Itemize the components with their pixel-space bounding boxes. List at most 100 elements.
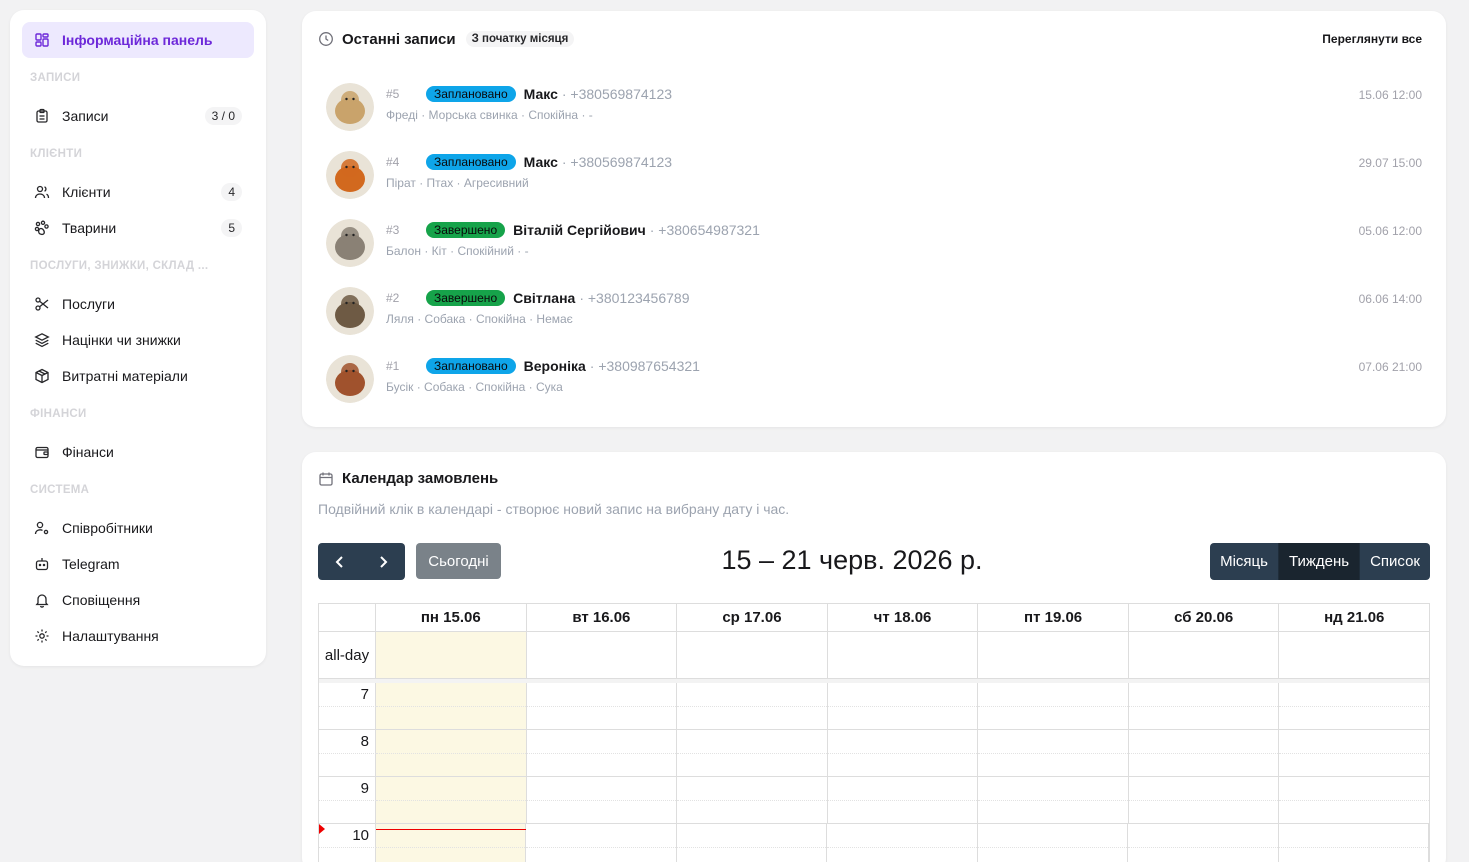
gear-icon: [34, 628, 50, 644]
allday-cell[interactable]: [527, 632, 678, 678]
sidebar-item-employees[interactable]: Співробітники: [22, 510, 254, 546]
view-button-1[interactable]: Тиждень: [1277, 543, 1360, 580]
time-slot[interactable]: [978, 730, 1129, 776]
time-slot[interactable]: [1128, 730, 1280, 776]
view-button-2[interactable]: Список: [1359, 543, 1430, 580]
record-datetime: 15.06 12:00: [1358, 88, 1422, 102]
client-phone: · +380569874123: [561, 154, 673, 170]
time-slot[interactable]: [1279, 730, 1429, 776]
sidebar-item-records[interactable]: Записи 3 / 0: [22, 98, 254, 134]
time-slot[interactable]: [376, 824, 527, 862]
calendar-week-grid[interactable]: пн 15.06 вт 16.06 ср 17.06 чт 18.06 пт 19.06…: [318, 603, 1430, 862]
clients-count-badge: 4: [221, 183, 242, 201]
time-slot[interactable]: [1128, 777, 1280, 823]
day-header: нд 21.06: [1324, 609, 1385, 626]
sidebar-item-services[interactable]: Послуги: [22, 286, 254, 322]
pet-details: Ляля · Собака · Спокійна · Немає: [386, 312, 573, 326]
time-slot[interactable]: [977, 824, 1129, 862]
time-slot[interactable]: [827, 777, 979, 823]
recent-record-row[interactable]: #3 Завершено Віталій Сергійович · +38065…: [326, 219, 1422, 275]
status-badge: Завершено: [426, 290, 506, 306]
sidebar-item-label: Тварини: [62, 220, 117, 236]
time-slot[interactable]: [1279, 777, 1429, 823]
client-name: Віталій Сергійович: [513, 222, 646, 238]
hour-row: 9: [318, 777, 1430, 824]
record-number: #1: [386, 359, 400, 373]
time-slot[interactable]: [827, 683, 979, 729]
recent-record-row[interactable]: #5 Заплановано Макс · +380569874123 Фред…: [326, 83, 1422, 139]
allday-cell[interactable]: [1129, 632, 1280, 678]
record-datetime: 05.06 12:00: [1358, 224, 1422, 238]
time-slot[interactable]: [677, 730, 828, 776]
time-slot[interactable]: [526, 730, 678, 776]
sidebar-item-dashboard[interactable]: Інформаційна панель: [22, 22, 254, 58]
section-label-services: Послуги, знижки, склад ...: [30, 260, 209, 272]
day-header: чт 18.06: [828, 604, 979, 631]
next-week-button[interactable]: [362, 543, 406, 580]
time-slot[interactable]: [376, 777, 527, 823]
time-slots: 7 8 9 10: [318, 683, 1430, 862]
time-slot[interactable]: [827, 824, 978, 862]
recent-record-row[interactable]: #4 Заплановано Макс · +380569874123 Піра…: [326, 151, 1422, 207]
pet-avatar: [326, 287, 374, 335]
recent-records-header: Останні записи З початку місяця Переглян…: [318, 29, 1422, 49]
prev-week-button[interactable]: [318, 543, 362, 580]
calendar-title: Календар замовлень: [342, 470, 499, 487]
time-slot[interactable]: [526, 824, 677, 862]
wallet-icon: [34, 444, 50, 460]
time-slot[interactable]: [827, 730, 979, 776]
sidebar-item-label: Націнки чи знижки: [62, 332, 181, 348]
period-badge: З початку місяця: [465, 31, 575, 47]
calendar-range-title: 15 – 21 черв. 2026 р.: [721, 545, 983, 575]
time-slot[interactable]: [1279, 683, 1429, 729]
time-slot[interactable]: [376, 683, 527, 729]
sidebar-item-clients[interactable]: Клієнти 4: [22, 174, 254, 210]
time-slot[interactable]: [978, 683, 1129, 729]
layers-icon: [34, 332, 50, 348]
sidebar-item-markups[interactable]: Націнки чи знижки: [22, 322, 254, 358]
pet-avatar: [326, 355, 374, 403]
day-header: пн 15.06: [376, 604, 527, 631]
hour-row: 7: [318, 683, 1430, 730]
time-slot[interactable]: [677, 777, 828, 823]
sidebar-item-settings[interactable]: Налаштування: [22, 618, 254, 654]
sidebar-item-label: Співробітники: [62, 520, 153, 536]
view-all-link[interactable]: Переглянути все: [1322, 32, 1422, 46]
status-badge: Завершено: [426, 222, 506, 238]
client-name: Макс: [523, 154, 558, 170]
allday-cell[interactable]: [376, 632, 527, 678]
time-slot[interactable]: [376, 730, 527, 776]
sidebar-item-telegram[interactable]: Telegram: [22, 546, 254, 582]
axis-corner: [319, 604, 376, 631]
time-slot[interactable]: [676, 824, 828, 862]
time-slot[interactable]: [1128, 683, 1280, 729]
sidebar-item-label: Інформаційна панель: [62, 32, 213, 48]
allday-cell[interactable]: [677, 632, 828, 678]
sidebar-item-notifications[interactable]: Сповіщення: [22, 582, 254, 618]
day-header: пт 19.06: [978, 604, 1129, 631]
recent-record-row[interactable]: #1 Заплановано Вероніка · +380987654321 …: [326, 355, 1422, 411]
allday-cell[interactable]: [978, 632, 1129, 678]
half-hour-line: [319, 800, 376, 801]
client-phone: · +380987654321: [589, 358, 700, 374]
now-indicator-arrow: [319, 824, 325, 834]
sidebar-item-pets[interactable]: Тварини 5: [22, 210, 254, 246]
today-button[interactable]: Сьогодні: [416, 543, 501, 579]
time-slot[interactable]: [978, 777, 1129, 823]
allday-cell[interactable]: [1279, 632, 1429, 678]
pet-details: Фреді · Морська свинка · Спокійна · -: [386, 108, 593, 122]
status-badge: Заплановано: [426, 86, 516, 102]
record-datetime: 07.06 21:00: [1358, 360, 1422, 374]
sidebar-item-finance[interactable]: Фінанси: [22, 434, 254, 470]
time-slot[interactable]: [1278, 824, 1429, 862]
section-label-finance: Фінанси: [30, 408, 87, 420]
recent-record-row[interactable]: #2 Завершено Світлана · +380123456789 Ля…: [326, 287, 1422, 343]
sidebar-item-materials[interactable]: Витратні матеріали: [22, 358, 254, 394]
bot-icon: [34, 556, 50, 572]
allday-cell[interactable]: [828, 632, 979, 678]
time-slot[interactable]: [526, 683, 678, 729]
view-button-0[interactable]: Місяць: [1210, 543, 1278, 580]
time-slot[interactable]: [677, 683, 828, 729]
time-slot[interactable]: [526, 777, 678, 823]
time-slot[interactable]: [1128, 824, 1279, 862]
